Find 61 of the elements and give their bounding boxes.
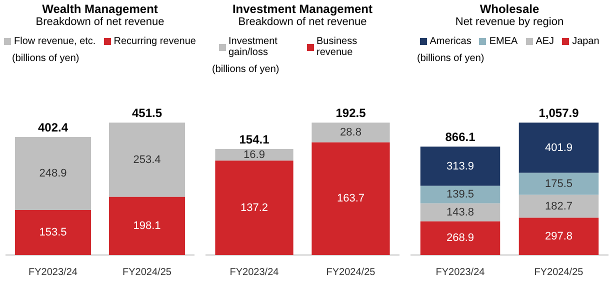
bar <box>312 122 390 142</box>
chart-subtitle: Net revenue by region <box>454 16 565 28</box>
bar <box>14 210 92 255</box>
legend-label: Flow revenue, etc. <box>14 36 96 47</box>
x-tick-label: FY2024/25 <box>326 266 376 278</box>
text: (billions of yen) <box>211 64 280 75</box>
bar <box>108 196 186 255</box>
data-label: 163.7 <box>336 192 365 205</box>
x-tick-label: FY2024/25 <box>122 266 172 278</box>
legend-label: Japan <box>572 36 600 47</box>
data-label: 182.7 <box>544 200 573 212</box>
bar <box>518 122 599 173</box>
legend-label: AEJ <box>536 36 554 47</box>
total-label: 154.1 <box>239 132 270 146</box>
bar <box>312 142 390 255</box>
chart-subtitle: Breakdown of net revenue <box>237 16 368 28</box>
text: (billions of yen) <box>11 53 80 64</box>
total-label: 402.4 <box>38 120 68 134</box>
bar <box>518 194 599 218</box>
total-label: 866.1 <box>445 130 476 144</box>
data-label: 139.5 <box>446 188 474 201</box>
data-label: 198.1 <box>133 220 161 232</box>
data-label: 28.8 <box>340 126 362 139</box>
bar <box>420 146 500 186</box>
x-tick-label: FY2024/25 <box>534 266 584 278</box>
x-tick-label: FY2023/24 <box>230 266 280 278</box>
bar <box>14 136 92 210</box>
x-tick-label: FY2023/24 <box>28 266 78 278</box>
bar <box>518 172 599 195</box>
chart-title: Wholesale <box>478 1 540 16</box>
bar <box>215 149 294 161</box>
data-label: 153.5 <box>39 226 67 239</box>
data-label: 248.9 <box>39 168 67 180</box>
data-label: 313.9 <box>446 160 474 172</box>
bar <box>420 221 500 255</box>
total-label: 451.5 <box>132 106 162 120</box>
total-label: 1,057.9 <box>538 106 580 120</box>
data-label: 253.4 <box>133 154 161 166</box>
chart-title: Wealth Management <box>41 1 159 16</box>
legend-label: Americas <box>430 36 472 47</box>
legend-label: Business revenue <box>316 36 358 58</box>
data-label: 143.8 <box>446 206 474 218</box>
x-tick-label: FY2023/24 <box>436 266 486 278</box>
data-label: 297.8 <box>544 230 573 242</box>
data-label: 268.9 <box>446 232 474 244</box>
chart-subtitle: Breakdown of net revenue <box>34 16 166 28</box>
data-label: 175.5 <box>544 178 573 190</box>
data-label: 16.9 <box>244 148 265 161</box>
total-label: 192.5 <box>336 106 366 120</box>
bar <box>518 218 599 255</box>
data-label: 401.9 <box>544 142 573 154</box>
data-label: 137.2 <box>240 202 268 214</box>
legend-label: EMEA <box>489 36 518 47</box>
text: (billions of yen) <box>416 53 486 64</box>
bar <box>420 186 500 204</box>
bar <box>215 160 294 255</box>
chart-title: Investment Management <box>231 1 374 16</box>
bar <box>420 203 500 222</box>
legend-label: Recurring revenue <box>114 36 196 47</box>
legend-label: Investment gain/loss <box>228 36 278 58</box>
bar <box>108 122 186 197</box>
